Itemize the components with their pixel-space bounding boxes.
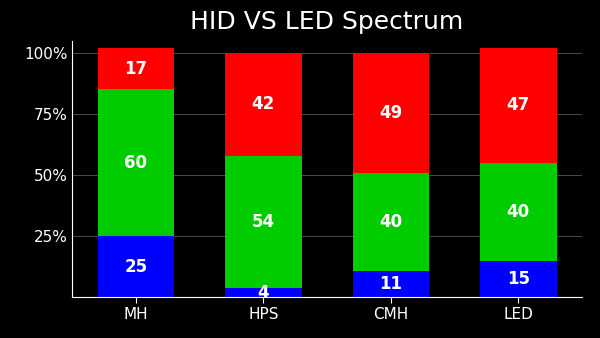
Text: 25: 25 — [124, 258, 148, 276]
Text: 4: 4 — [257, 284, 269, 301]
Text: 11: 11 — [379, 275, 402, 293]
Bar — [225, 288, 302, 297]
Text: 49: 49 — [379, 104, 403, 122]
Text: 15: 15 — [507, 270, 530, 288]
Bar — [353, 53, 429, 173]
Text: 47: 47 — [506, 96, 530, 114]
Text: 17: 17 — [124, 60, 148, 78]
Text: 42: 42 — [251, 95, 275, 113]
Bar — [353, 173, 429, 270]
Bar — [225, 155, 302, 288]
Bar — [353, 270, 429, 297]
Text: 40: 40 — [506, 203, 530, 221]
Bar — [97, 48, 174, 90]
Title: HID VS LED Spectrum: HID VS LED Spectrum — [190, 10, 464, 34]
Bar — [480, 261, 557, 297]
Bar — [480, 163, 557, 261]
Text: 60: 60 — [124, 154, 147, 172]
Bar — [225, 53, 302, 155]
Bar — [97, 90, 174, 236]
Bar — [97, 236, 174, 297]
Bar — [480, 48, 557, 163]
Text: 40: 40 — [379, 213, 403, 231]
Text: 54: 54 — [251, 213, 275, 231]
